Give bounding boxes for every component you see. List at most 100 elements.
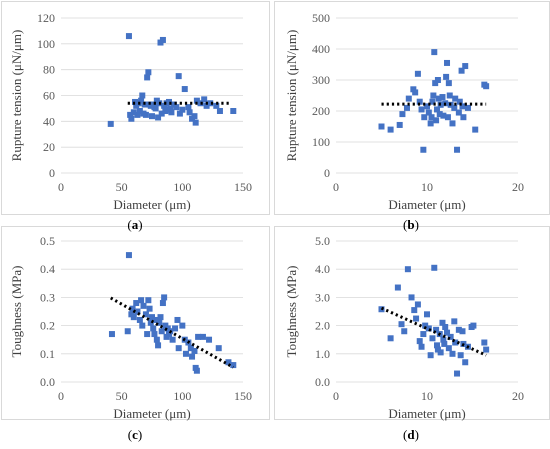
data-point [431, 49, 438, 56]
data-point [462, 359, 469, 366]
data-point [147, 319, 154, 326]
data-point [451, 318, 458, 325]
data-point [414, 70, 421, 77]
panel-letter: b [407, 217, 414, 232]
data-point [151, 331, 158, 338]
data-point [433, 117, 440, 124]
data-point [483, 346, 490, 353]
data-point [458, 67, 465, 74]
data-point [442, 324, 449, 331]
data-point [155, 114, 162, 121]
data-point [428, 114, 435, 121]
data-point [454, 370, 461, 377]
data-point [441, 340, 448, 347]
data-point [455, 109, 462, 116]
data-point [159, 300, 166, 307]
data-point [481, 339, 488, 346]
data-point [145, 69, 152, 76]
data-point [459, 103, 466, 110]
data-point [413, 315, 420, 322]
data-point [414, 301, 421, 308]
x-tick-label: 50 [116, 180, 128, 194]
y-tick-label: 120 [37, 11, 55, 25]
data-point [410, 86, 417, 93]
data-point [153, 336, 160, 343]
data-point [451, 104, 458, 111]
data-point [456, 98, 463, 105]
data-point [418, 106, 425, 113]
data-point [434, 106, 441, 113]
x-tick-label: 20 [512, 389, 524, 403]
panel-b: 0 100 200 300 400 500 0 10 20 Diameter (μm) Ruptur… [284, 11, 524, 232]
data-point [437, 349, 444, 356]
data-point [444, 329, 451, 336]
data-point [158, 110, 165, 117]
data-point [181, 86, 188, 93]
data-point [179, 106, 186, 113]
y-tick-label: 100 [312, 135, 330, 149]
data-point [136, 108, 143, 114]
data-point [175, 73, 182, 80]
x-axis-label: Diameter (μm) [388, 406, 465, 421]
trendline [380, 306, 487, 357]
data-point [140, 302, 147, 309]
panel-label: (d) [403, 427, 419, 442]
y-tick-label: 300 [312, 73, 330, 87]
data-point [436, 111, 443, 118]
data-point [462, 63, 469, 70]
data-point [434, 77, 441, 83]
x-tick-label: 100 [173, 180, 191, 194]
data-point [129, 305, 136, 312]
data-point [216, 108, 223, 114]
data-point [440, 336, 447, 343]
data-point [179, 322, 186, 329]
data-point [418, 343, 425, 350]
data-point [201, 96, 208, 103]
data-point [127, 111, 134, 118]
data-point [174, 316, 181, 323]
data-point [138, 97, 145, 104]
data-point [422, 322, 429, 329]
data-point [440, 112, 447, 119]
data-point [150, 325, 157, 332]
data-point [125, 252, 132, 259]
data-point [199, 333, 206, 340]
data-point [175, 345, 182, 352]
data-point [191, 347, 198, 354]
y-axis-label: Toughness (MPa) [284, 266, 299, 358]
data-point [156, 319, 163, 326]
data-point [193, 97, 200, 104]
y-tick-label: 0.1 [40, 347, 55, 361]
data-point [396, 121, 403, 128]
data-point [149, 314, 155, 321]
data-point [452, 339, 459, 346]
data-point [434, 342, 441, 349]
panel-d: 0.0 1.0 2.0 3.0 4.0 5.0 0 10 20 Diameter (μm) Toug… [284, 234, 524, 442]
data-point [416, 98, 423, 105]
y-tick-label: 0 [324, 166, 330, 180]
data-point [460, 114, 467, 121]
data-point [427, 120, 434, 127]
panel-label: (b) [403, 217, 419, 232]
data-point [429, 98, 436, 105]
data-point [157, 314, 164, 321]
panel-label: (a) [127, 217, 142, 232]
y-tick-label: 1.0 [315, 347, 330, 361]
data-point [430, 92, 437, 99]
data-point [420, 146, 427, 153]
data-point [443, 73, 450, 80]
data-point [387, 335, 394, 342]
series-points [378, 49, 490, 153]
data-point [416, 338, 423, 345]
x-tick-label: 150 [234, 389, 252, 403]
data-point [427, 352, 434, 359]
panel-frame [274, 226, 550, 420]
panel-frame [274, 1, 550, 215]
y-tick-label: 60 [43, 89, 55, 103]
data-point [136, 316, 143, 323]
data-point [446, 92, 453, 99]
panel-label: (c) [128, 427, 142, 442]
data-point [412, 89, 419, 96]
data-point [425, 109, 432, 116]
